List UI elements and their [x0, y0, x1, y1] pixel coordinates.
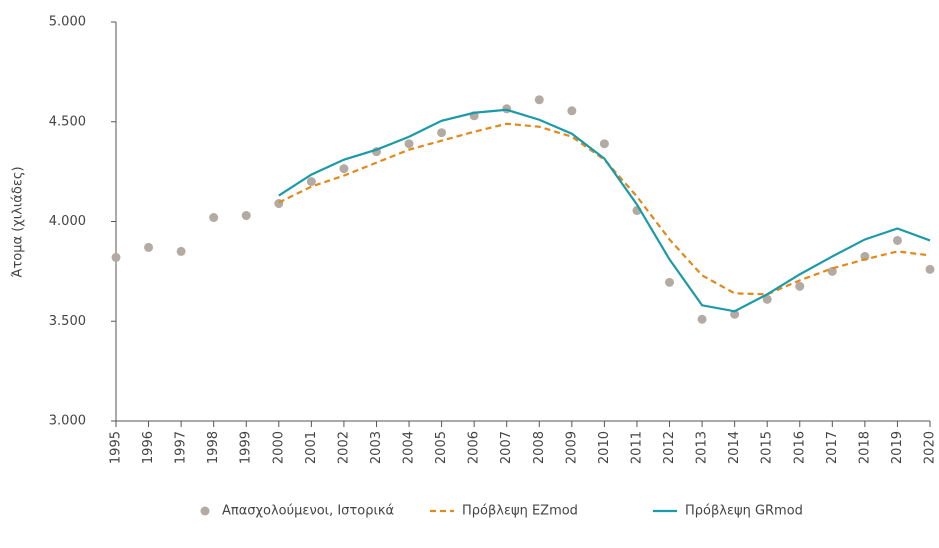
- legend-label: Πρόβλεψη GRmod: [685, 504, 803, 519]
- data-point: [241, 211, 251, 221]
- data-point: [404, 139, 414, 149]
- legend-label: Πρόβλεψη EZmod: [462, 504, 578, 519]
- x-tick-label: 2003: [369, 431, 384, 464]
- x-tick-label: 1999: [239, 431, 254, 464]
- data-point: [827, 266, 837, 276]
- x-tick-label: 2004: [402, 431, 417, 464]
- y-axis-label: Άτομα (χιλιάδες): [11, 166, 26, 277]
- x-tick-label: 2012: [662, 431, 677, 464]
- x-tick-label: 2018: [857, 431, 872, 464]
- x-tick-label: 1997: [174, 431, 189, 464]
- x-tick-label: 2007: [499, 431, 514, 464]
- x-tick-label: 2010: [597, 431, 612, 464]
- data-point: [697, 314, 707, 324]
- x-tick-label: 2014: [727, 431, 742, 464]
- x-tick-label: 2006: [467, 431, 482, 464]
- x-tick-label: 2013: [695, 431, 710, 464]
- x-tick-label: 2019: [890, 431, 905, 464]
- data-point: [437, 128, 447, 138]
- x-tick-label: 2008: [532, 431, 547, 464]
- x-tick-label: 2009: [564, 431, 579, 464]
- y-tick-label: 3.500: [49, 314, 86, 329]
- data-point: [176, 246, 186, 256]
- x-tick-label: 2005: [434, 431, 449, 464]
- data-point: [892, 235, 902, 245]
- x-tick-label: 1998: [206, 431, 221, 464]
- data-point: [534, 95, 544, 105]
- data-point: [209, 213, 219, 223]
- legend-marker: [200, 506, 210, 516]
- y-tick-label: 4.500: [49, 114, 86, 129]
- data-point: [599, 139, 609, 149]
- x-tick-label: 1996: [141, 431, 156, 464]
- x-tick-label: 2020: [923, 431, 938, 464]
- x-tick-label: 2002: [336, 431, 351, 464]
- data-point: [567, 106, 577, 116]
- x-tick-label: 2001: [304, 431, 319, 464]
- data-point: [111, 252, 121, 262]
- x-tick-label: 2017: [825, 431, 840, 464]
- data-point: [306, 177, 316, 187]
- legend-label: Απασχολούμενοι, Ιστορικά: [222, 504, 394, 519]
- data-point: [665, 277, 675, 287]
- data-point: [925, 264, 935, 274]
- data-point: [795, 281, 805, 291]
- y-tick-label: 3.000: [49, 414, 86, 429]
- series-line: [278, 108, 931, 313]
- x-tick-label: 2015: [760, 431, 775, 464]
- y-tick-label: 5.000: [49, 15, 86, 30]
- data-point: [730, 309, 740, 319]
- x-tick-label: 2000: [271, 431, 286, 464]
- x-tick-label: 1995: [109, 431, 124, 464]
- data-point: [339, 164, 349, 174]
- y-tick-label: 4.000: [49, 214, 86, 229]
- data-point: [762, 294, 772, 304]
- x-tick-label: 2011: [629, 431, 644, 464]
- x-tick-label: 2016: [792, 431, 807, 464]
- data-point: [144, 242, 154, 252]
